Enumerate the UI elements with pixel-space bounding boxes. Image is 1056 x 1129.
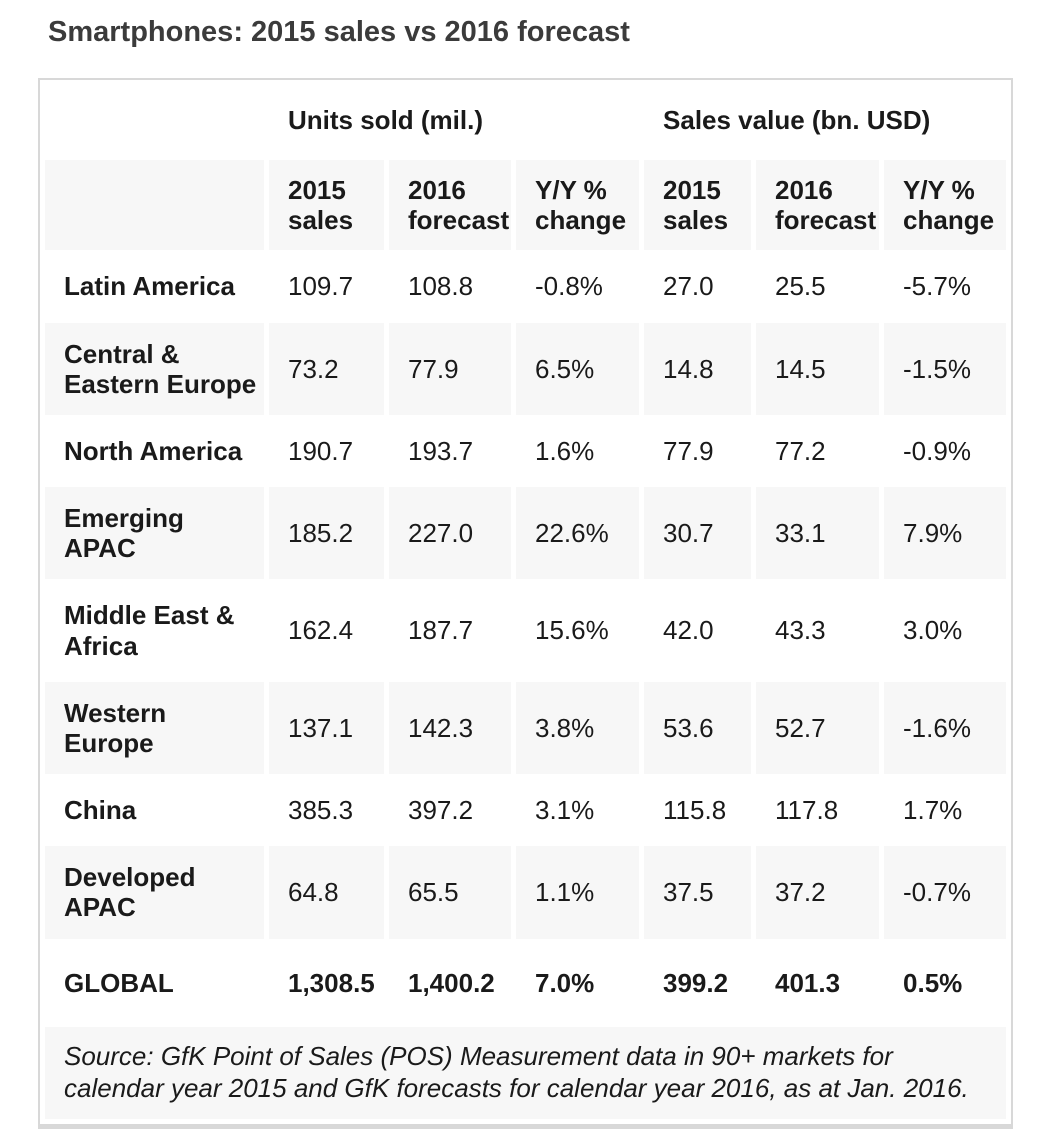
cell-units-2016-forecast: 108.8 [408, 271, 474, 302]
sales-table: Units sold (mil.) Sales value (bn. USD) … [40, 80, 1011, 1124]
region-label: Western Europe [45, 681, 264, 775]
cell-value-2015-sales: 30.7 [644, 487, 752, 580]
region-label: Central & Eastern Europe [45, 322, 264, 415]
cell-value-yoy-change: -0.9% [903, 435, 971, 466]
cell-value-2015-sales: 77.9 [663, 435, 714, 466]
cell-value-2016-forecast: 25.5 [775, 271, 826, 302]
cell-value-yoy-change: 3.0% [903, 615, 963, 646]
cell-value-yoy-change: -5.7% [903, 271, 971, 302]
cell-units-2015-sales: 137.1 [269, 681, 384, 775]
column-header-value-2015-sales: 2015 sales [644, 160, 752, 251]
cell-units-yoy-change: 3.8% [516, 681, 640, 775]
cell-value-2015-sales: 115.8 [663, 795, 727, 826]
cell-value-2016-forecast: 117.8 [775, 795, 839, 826]
column-header-units-yoy-change: Y/Y % change [516, 160, 640, 251]
cell-units-2015-sales: 64.8 [269, 846, 384, 939]
cell-units-2015-sales: 190.7 [288, 435, 354, 466]
region-label: Emerging APAC [45, 487, 264, 580]
cell-units-yoy-change: 7.0% [535, 967, 595, 998]
cell-units-2016-forecast: 397.2 [408, 795, 474, 826]
cell-value-yoy-change: 1.7% [903, 795, 963, 826]
cell-units-2015-sales: 109.7 [288, 271, 354, 302]
source-row: Source: GfK Point of Sales (POS) Measure… [45, 1026, 1007, 1119]
cell-value-yoy-change: -1.5% [884, 322, 1007, 415]
cell-value-2016-forecast: 52.7 [756, 681, 880, 775]
corner-cell [45, 160, 264, 251]
column-header-value-yoy-change: Y/Y % change [884, 160, 1007, 251]
cell-units-2016-forecast: 142.3 [389, 681, 511, 775]
cell-units-2016-forecast: 227.0 [389, 487, 511, 580]
cell-value-2015-sales: 37.5 [644, 846, 752, 939]
table-row: North America 190.7 193.7 1.6% 77.9 77.2 -0.9% [45, 420, 1006, 482]
cell-units-yoy-change: 15.6% [535, 615, 609, 646]
group-header-sales-value: Sales value (bn. USD) [663, 105, 931, 135]
table-row: Developed APAC 64.8 65.5 1.1% 37.5 37.2 -0.7% [45, 846, 1007, 939]
table-row: Middle East & Africa 162.4 187.7 15.6% 42.0 4… [45, 584, 1006, 676]
cell-value-2015-sales: 53.6 [644, 681, 752, 775]
cell-units-2015-sales: 185.2 [269, 487, 384, 580]
column-header-units-2016-forecast: 2016 forecast [389, 160, 511, 251]
cell-units-yoy-change: -0.8% [535, 271, 603, 302]
region-label: GLOBAL [64, 967, 174, 998]
cell-units-yoy-change: 6.5% [516, 322, 640, 415]
column-header-units-2015-sales: 2015 sales [269, 160, 384, 251]
cell-value-2016-forecast: 43.3 [775, 615, 826, 646]
column-header-value-2016-forecast: 2016 forecast [756, 160, 880, 251]
cell-value-yoy-change: -0.7% [884, 846, 1007, 939]
cell-units-2015-sales: 162.4 [288, 615, 354, 646]
region-label: North America [64, 435, 243, 466]
region-label: Latin America [64, 271, 235, 302]
region-label: China [64, 795, 137, 826]
cell-units-yoy-change: 3.1% [535, 795, 595, 826]
region-label: Middle East & Africa [64, 600, 235, 661]
cell-units-2016-forecast: 77.9 [389, 322, 511, 415]
table-row: Emerging APAC 185.2 227.0 22.6% 30.7 33.1 7.9% [45, 487, 1007, 580]
source-note: Source: GfK Point of Sales (POS) Measure… [45, 1026, 1007, 1119]
table-total-row: GLOBAL 1,308.5 1,400.2 7.0% 399.2 401.3 0.5% [45, 944, 1006, 1022]
region-label: Developed APAC [45, 846, 264, 939]
cell-units-2015-sales: 73.2 [269, 322, 384, 415]
column-header-row: 2015 sales 2016 forecast Y/Y % change 20… [45, 160, 1007, 251]
cell-value-2016-forecast: 37.2 [756, 846, 880, 939]
cell-value-2016-forecast: 14.5 [756, 322, 880, 415]
cell-units-yoy-change: 1.6% [535, 435, 595, 466]
group-header-row: Units sold (mil.) Sales value (bn. USD) [45, 85, 1006, 155]
cell-units-2015-sales: 385.3 [288, 795, 354, 826]
cell-units-2016-forecast: 193.7 [408, 435, 474, 466]
cell-value-2015-sales: 42.0 [663, 615, 714, 646]
cell-units-yoy-change: 22.6% [516, 487, 640, 580]
cell-value-2016-forecast: 33.1 [756, 487, 880, 580]
cell-value-2015-sales: 14.8 [644, 322, 752, 415]
table-row: Latin America 109.7 108.8 -0.8% 27.0 25.5 -5.7… [45, 255, 1006, 317]
table-row: China 385.3 397.2 3.1% 115.8 117.8 1.7% [45, 779, 1006, 841]
cell-value-2015-sales: 399.2 [663, 967, 729, 998]
group-header-units-sold: Units sold (mil.) [288, 105, 483, 135]
table-card: Units sold (mil.) Sales value (bn. USD) … [38, 78, 1013, 1129]
cell-value-yoy-change: 7.9% [884, 487, 1007, 580]
cell-value-2016-forecast: 77.2 [775, 435, 826, 466]
cell-value-2016-forecast: 401.3 [775, 967, 841, 998]
cell-units-2016-forecast: 1,400.2 [408, 967, 495, 998]
cell-value-2015-sales: 27.0 [663, 271, 714, 302]
cell-value-yoy-change: -1.6% [884, 681, 1007, 775]
table-row: Western Europe 137.1 142.3 3.8% 53.6 52.7 -1.6… [45, 681, 1007, 775]
cell-units-2016-forecast: 65.5 [389, 846, 511, 939]
cell-units-2016-forecast: 187.7 [408, 615, 474, 646]
cell-units-2015-sales: 1,308.5 [288, 967, 375, 998]
page-title: Smartphones: 2015 sales vs 2016 forecast [48, 16, 630, 48]
cell-value-yoy-change: 0.5% [903, 967, 963, 998]
corner-cell [45, 85, 264, 155]
cell-units-yoy-change: 1.1% [516, 846, 640, 939]
table-row: Central & Eastern Europe 73.2 77.9 6.5% 14.8… [45, 322, 1007, 415]
